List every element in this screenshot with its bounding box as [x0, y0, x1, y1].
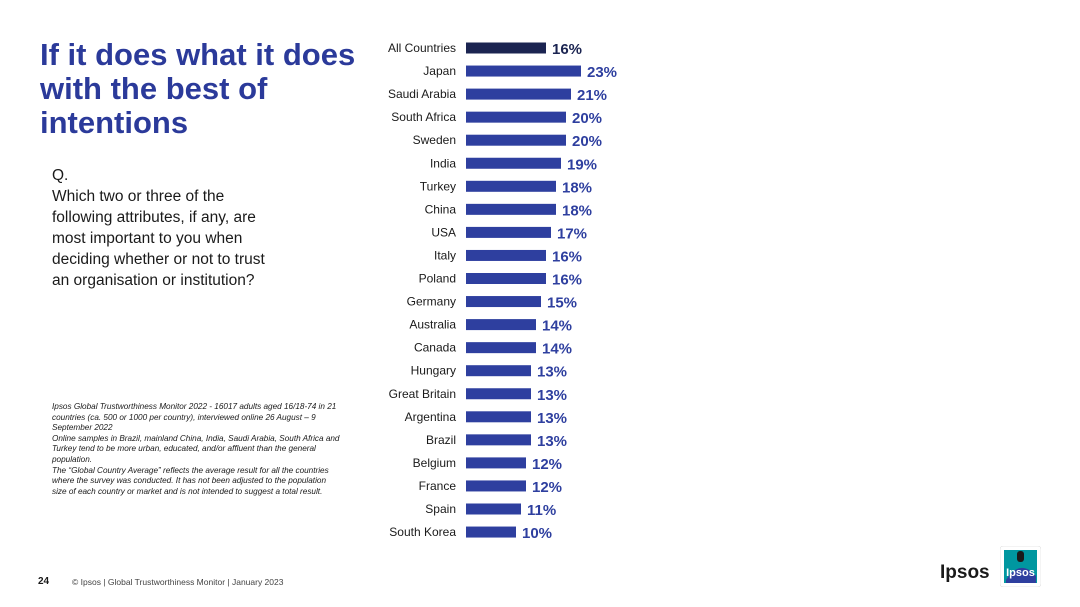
value-label: 21% [577, 87, 607, 104]
category-label: Spain [425, 502, 456, 516]
category-label: South Africa [391, 110, 456, 124]
value-label: 11% [527, 502, 556, 519]
category-label: All Countries [388, 41, 456, 55]
value-label: 12% [532, 456, 562, 473]
page-title: If it does what it does with the best of… [40, 37, 356, 140]
question-line: most important to you when [52, 230, 243, 247]
bar [466, 319, 536, 331]
bar [466, 526, 516, 538]
value-label: 13% [537, 433, 567, 450]
note-paragraph: Online samples in Brazil, mainland China… [52, 433, 340, 464]
value-label: 17% [557, 225, 587, 242]
category-label: Saudi Arabia [388, 87, 456, 101]
category-label: Great Britain [389, 387, 456, 401]
value-label: 13% [537, 364, 567, 381]
value-label: 13% [537, 387, 567, 404]
methodology-notes: Ipsos Global Trustworthiness Monitor 202… [52, 402, 342, 497]
bar [466, 42, 546, 54]
category-label: South Korea [389, 525, 456, 539]
value-label: 16% [552, 248, 582, 265]
value-label: 23% [587, 64, 617, 81]
value-label: 14% [542, 318, 572, 335]
category-label: Sweden [413, 133, 456, 147]
note-paragraph: Ipsos Global Trustworthiness Monitor 202… [52, 402, 337, 433]
bar [466, 296, 541, 308]
category-label: Turkey [420, 179, 456, 193]
ipsos-logo-text: Ipsos [940, 562, 990, 583]
category-label: Argentina [405, 410, 457, 424]
page-number: 24 [38, 576, 50, 587]
footer-copyright: © Ipsos | Global Trustworthiness Monitor… [72, 577, 284, 587]
category-label: USA [431, 225, 456, 239]
question-prefix: Q. [52, 167, 69, 184]
category-label: Poland [419, 272, 456, 286]
value-label: 20% [572, 110, 602, 127]
bar [466, 157, 561, 169]
bar [466, 180, 556, 192]
category-label: Germany [407, 295, 456, 309]
ipsos-logo-icon: Ipsos [1000, 546, 1041, 587]
question-line: following attributes, if any, are [52, 209, 256, 226]
category-label: Australia [409, 318, 456, 332]
value-label: 15% [547, 295, 577, 312]
bar [466, 65, 581, 77]
category-label: Brazil [426, 433, 456, 447]
value-label: 19% [567, 156, 597, 173]
bar [466, 365, 531, 377]
value-label: 16% [552, 41, 582, 58]
value-label: 18% [562, 179, 592, 196]
bar [466, 249, 546, 261]
value-label: 10% [522, 525, 552, 542]
note-paragraph: The “Global Country Average” reflects th… [52, 465, 329, 496]
category-label: Belgium [413, 456, 456, 470]
value-label: 13% [537, 410, 567, 427]
bar [466, 111, 566, 123]
question-line: Which two or three of the [52, 188, 225, 205]
bar [466, 342, 536, 354]
bar [466, 88, 571, 100]
survey-question: Q. Which two or three of the following a… [52, 165, 312, 291]
category-label: Italy [434, 248, 456, 262]
bar [466, 457, 526, 469]
bar [466, 273, 546, 284]
value-label: 20% [572, 133, 602, 150]
bar [466, 411, 531, 423]
bar [466, 480, 526, 492]
bar [466, 434, 531, 446]
category-label: France [419, 479, 457, 493]
category-label: Canada [414, 341, 456, 355]
bar [466, 388, 531, 400]
value-label: 12% [532, 479, 562, 496]
svg-text:Ipsos: Ipsos [1006, 567, 1035, 579]
category-label: Japan [423, 64, 456, 78]
bar [466, 226, 551, 238]
value-label: 18% [562, 202, 592, 219]
question-line: deciding whether or not to trust [52, 251, 265, 268]
question-line: an organisation or institution? [52, 272, 255, 289]
bar [466, 503, 521, 515]
value-label: 14% [542, 341, 572, 358]
category-label: Hungary [411, 364, 456, 378]
bar [466, 203, 556, 215]
value-label: 16% [552, 272, 582, 289]
category-label: China [425, 202, 457, 216]
category-label: India [430, 156, 456, 170]
bar [466, 134, 566, 146]
